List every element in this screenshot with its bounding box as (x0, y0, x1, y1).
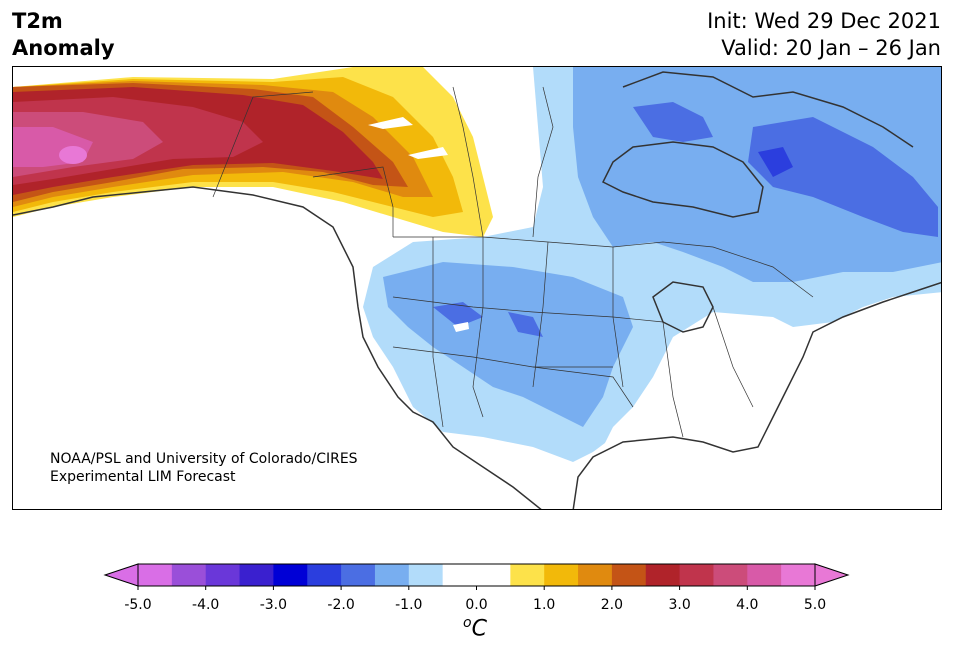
colorbar-extend-high (814, 563, 850, 587)
anomaly-map: NOAA/PSL and University of Colorado/CIRE… (12, 66, 942, 510)
init-date: Init: Wed 29 Dec 2021 (707, 9, 941, 33)
map-title: T2m Anomaly (12, 8, 115, 62)
anomaly-subtitle: Anomaly (12, 36, 115, 60)
colorbar-tick-label: -4.0 (192, 597, 220, 613)
colorbar-cell (578, 564, 613, 586)
colorbar-outline (137, 563, 816, 587)
colorbar-cell (781, 564, 816, 586)
gulf-of-mexico (573, 437, 810, 509)
colorbar-cell (307, 564, 342, 586)
colorbar-cell (138, 564, 173, 586)
colorbar-cell (645, 564, 681, 586)
valid-dates: Valid: 20 Jan – 26 Jan (721, 36, 941, 60)
credit-text: NOAA/PSL and University of Colorado/CIRE… (50, 450, 358, 486)
colorbar-cell (544, 564, 579, 586)
coastlines (13, 71, 941, 509)
unit-superscript: o (463, 615, 472, 631)
date-info: Init: Wed 29 Dec 2021 Valid: 20 Jan – 26… (707, 8, 941, 62)
colorbar-cell (442, 564, 477, 586)
colorbar-ticks (137, 586, 816, 590)
anomaly-region-deep-blue (758, 147, 793, 177)
colorbar-cell (374, 564, 410, 586)
colorbar-tick-label: -5.0 (124, 597, 152, 613)
variable-title: T2m (12, 9, 63, 33)
colorbar-cell (713, 564, 748, 586)
colorbar-cell (510, 564, 545, 586)
colorbar-cell (171, 564, 207, 586)
colorbar-extend-low (103, 563, 139, 587)
colorbar-cells (138, 564, 816, 586)
credit-line-1: NOAA/PSL and University of Colorado/CIRE… (50, 451, 358, 467)
colorbar-cell (747, 564, 782, 586)
colorbar-tick-label: 5.0 (803, 597, 827, 613)
unit-base: C (471, 616, 487, 642)
anomaly-region-blue (433, 102, 938, 337)
colorbar-tick-label: 2.0 (600, 597, 624, 613)
colorbar-cell (679, 564, 714, 586)
colorbar-cell (408, 564, 444, 586)
anomaly-region-magenta (59, 146, 87, 164)
colorbar-cell (205, 564, 241, 586)
credit-line-2: Experimental LIM Forecast (50, 469, 236, 485)
colorbar-cell (239, 564, 274, 586)
colorbar-tick-label: -3.0 (259, 597, 288, 613)
colorbar-tick-label: 0.0 (465, 597, 488, 613)
colorbar-cell (611, 564, 647, 586)
colorbar-cell (273, 564, 308, 586)
colorbar-cell (341, 564, 376, 586)
lakes (368, 117, 469, 332)
colorbar-tick-label: 4.0 (736, 597, 759, 613)
colorbar-tick-label: 1.0 (533, 597, 556, 613)
colorbar-cell (476, 564, 511, 586)
political-borders (212, 86, 814, 438)
colorbar-tick-label: -1.0 (395, 597, 423, 613)
colorbar-tick-label: 3.0 (668, 597, 691, 613)
colorbar-unit: oC (463, 615, 487, 641)
colorbar-tick-label: -2.0 (327, 597, 355, 613)
map-svg (13, 67, 941, 509)
